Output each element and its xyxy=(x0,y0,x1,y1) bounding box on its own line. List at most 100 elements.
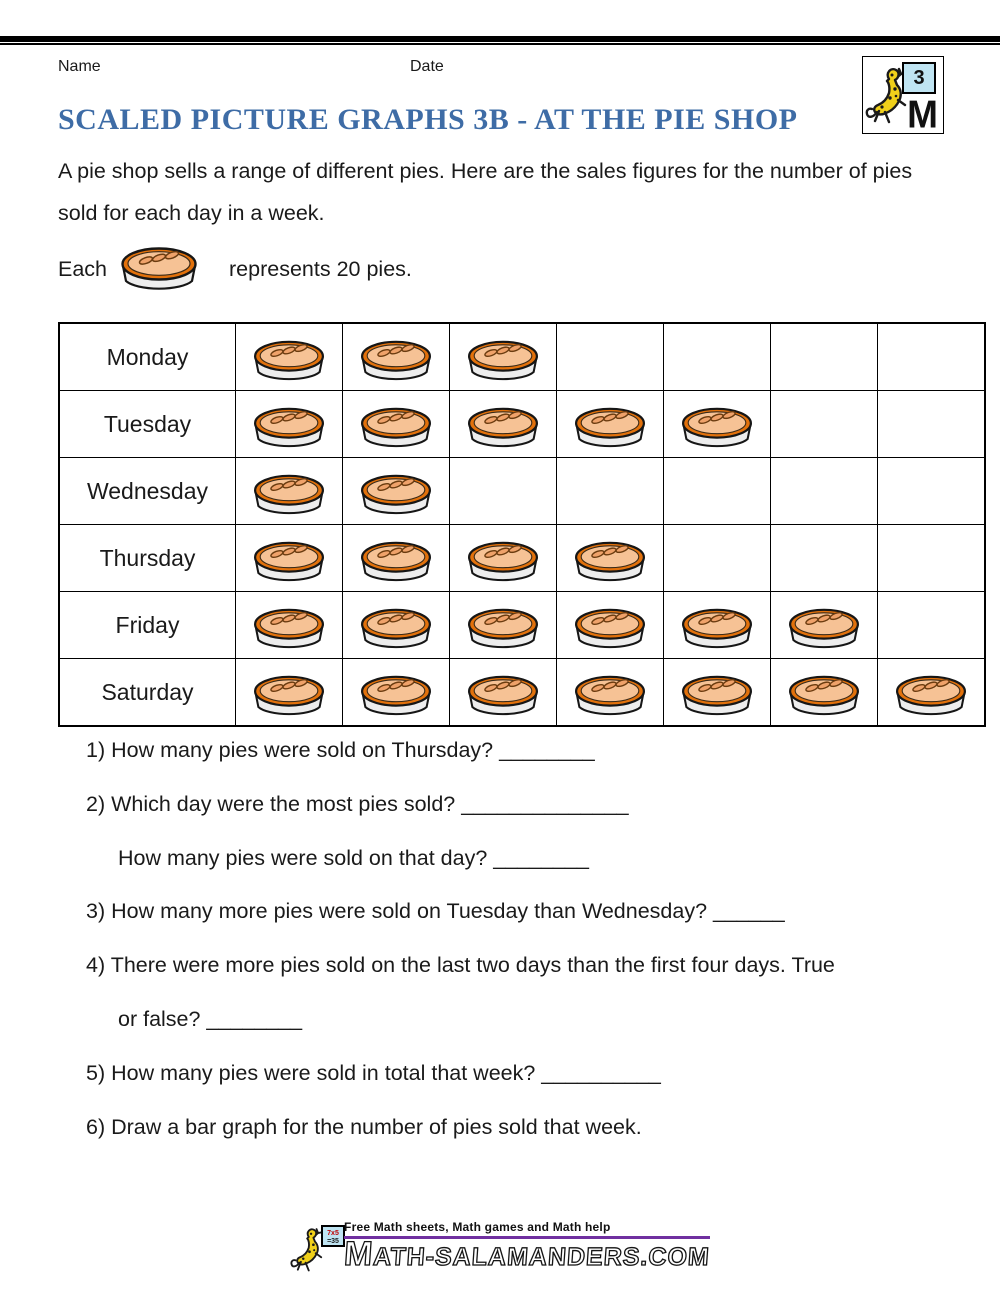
pictograph-table: Monday Tuesday xyxy=(58,322,986,727)
top-rule xyxy=(0,36,1000,45)
pie-cell xyxy=(877,658,986,727)
pie-cell xyxy=(663,322,771,391)
pie-cell xyxy=(770,390,878,458)
day-label: Saturday xyxy=(58,658,236,727)
name-label: Name xyxy=(58,58,101,75)
symbol-key: Each represents 20 pies. xyxy=(58,240,412,298)
table-row: Tuesday xyxy=(58,390,986,458)
pie-cell xyxy=(877,524,986,592)
pie-cell xyxy=(556,591,664,659)
pie-cell xyxy=(770,524,878,592)
pie-cell xyxy=(877,390,986,458)
pie-icon xyxy=(253,608,325,649)
questions: 1) How many pies were sold on Thursday? … xyxy=(86,724,854,1154)
question-line: 3) How many more pies were sold on Tuesd… xyxy=(86,899,785,924)
pie-cell xyxy=(663,658,771,727)
table-row: Friday xyxy=(58,591,986,659)
pie-icon xyxy=(895,675,967,716)
pie-cell xyxy=(770,658,878,727)
day-label: Monday xyxy=(58,322,236,391)
footer-logo: 7x5 =35 Free Math sheets, Math games and… xyxy=(0,1220,1000,1276)
table-row: Thursday xyxy=(58,524,986,592)
question-line: 4) There were more pies sold on the last… xyxy=(86,953,835,1031)
key-suffix: represents 20 pies. xyxy=(229,256,412,281)
footer-tagline: Free Math sheets, Math games and Math he… xyxy=(344,1220,611,1234)
pie-icon xyxy=(574,608,646,649)
pie-icon xyxy=(574,675,646,716)
pie-cell xyxy=(556,658,664,727)
pie-cell xyxy=(663,390,771,458)
pie-cell xyxy=(235,524,343,592)
site-logo: 3 M xyxy=(862,56,944,134)
pie-icon xyxy=(681,608,753,649)
pie-cell xyxy=(449,390,557,458)
pie-cell xyxy=(877,591,986,659)
footer-salamander-icon: 7x5 =35 xyxy=(290,1225,346,1272)
pie-icon xyxy=(360,340,432,381)
pie-icon xyxy=(467,675,539,716)
pie-cell xyxy=(770,322,878,391)
pie-icon xyxy=(253,474,325,515)
svg-text:=35: =35 xyxy=(327,1238,339,1245)
pie-cell xyxy=(770,591,878,659)
pie-icon xyxy=(360,608,432,649)
pie-cell xyxy=(342,457,450,525)
table-row: Wednesday xyxy=(58,457,986,525)
pie-icon xyxy=(467,340,539,381)
pie-icon xyxy=(467,608,539,649)
pie-cell xyxy=(449,524,557,592)
pie-cell xyxy=(449,322,557,391)
pie-cell xyxy=(556,390,664,458)
pie-cell xyxy=(235,322,343,391)
pie-icon xyxy=(121,246,197,290)
pie-cell xyxy=(556,322,664,391)
question-line: 6) Draw a bar graph for the number of pi… xyxy=(86,1114,642,1139)
pie-cell xyxy=(556,524,664,592)
pie-icon xyxy=(788,608,860,649)
pie-cell xyxy=(877,322,986,391)
logo-m-letter: M xyxy=(907,92,938,137)
question-line: 1) How many pies were sold on Thursday? … xyxy=(86,738,595,762)
pie-icon xyxy=(253,407,325,448)
pie-cell xyxy=(342,591,450,659)
day-label: Wednesday xyxy=(58,457,236,525)
pie-icon xyxy=(467,541,539,582)
pie-icon xyxy=(788,675,860,716)
pie-icon xyxy=(360,675,432,716)
pie-cell xyxy=(342,524,450,592)
pie-cell xyxy=(235,591,343,659)
footer-accent-rule xyxy=(344,1236,710,1239)
pie-icon xyxy=(574,541,646,582)
pie-cell xyxy=(663,457,771,525)
pie-icon xyxy=(360,541,432,582)
pie-cell xyxy=(235,457,343,525)
page-title: SCALED PICTURE GRAPHS 3B - AT THE PIE SH… xyxy=(58,103,798,136)
pie-cell xyxy=(235,658,343,727)
key-pie-slot xyxy=(115,239,203,300)
footer-wordmark: MATH-SALAMANDERS.COM xyxy=(342,1234,711,1273)
pie-icon xyxy=(574,407,646,448)
question-line: 5) How many pies were sold in total that… xyxy=(86,1060,661,1085)
pie-icon xyxy=(253,340,325,381)
day-label: Friday xyxy=(58,591,236,659)
pie-cell xyxy=(342,322,450,391)
intro-text: A pie shop sells a range of different pi… xyxy=(58,159,913,225)
question-line: 2) Which day were the most pies sold? __… xyxy=(86,791,629,816)
table-row: Monday xyxy=(58,322,986,391)
question-line: How many pies were sold on that day? ___… xyxy=(118,845,589,870)
pie-cell xyxy=(663,591,771,659)
pie-cell xyxy=(556,457,664,525)
pie-cell xyxy=(449,591,557,659)
day-label: Thursday xyxy=(58,524,236,592)
pie-cell xyxy=(877,457,986,525)
pie-icon xyxy=(253,541,325,582)
pie-cell xyxy=(342,658,450,727)
table-row: Saturday xyxy=(58,658,986,727)
grade-badge: 3 xyxy=(902,62,936,94)
pie-cell xyxy=(449,658,557,727)
pie-icon xyxy=(681,407,753,448)
svg-text:7x5: 7x5 xyxy=(327,1230,339,1237)
pie-icon xyxy=(360,407,432,448)
key-prefix: Each xyxy=(58,256,108,281)
